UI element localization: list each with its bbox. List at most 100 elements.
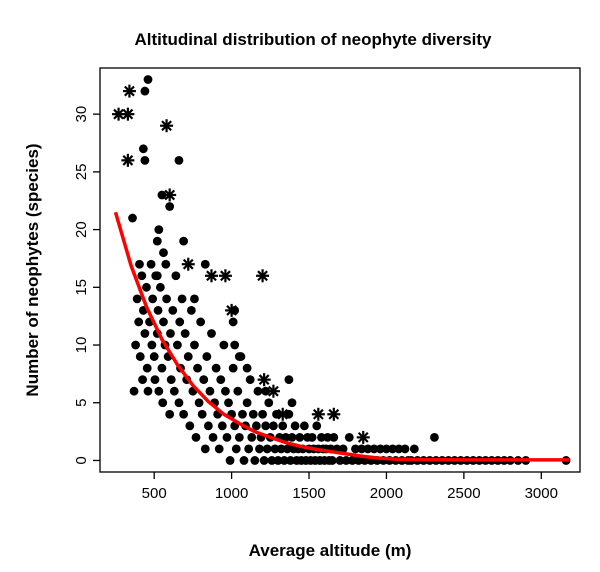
- data-point: [140, 329, 150, 338]
- y-tick-label: 5: [73, 399, 90, 407]
- data-point: [200, 444, 210, 454]
- data-point-asterisk: [163, 188, 177, 202]
- data-point: [173, 340, 182, 350]
- y-axis: 0 5 10 15 20 25 30: [73, 106, 100, 465]
- data-point: [159, 317, 168, 327]
- data-point: [132, 294, 142, 304]
- data-point: [250, 456, 260, 465]
- x-tick-label: 500: [142, 485, 167, 502]
- data-point: [197, 409, 207, 419]
- data-point-asterisk: [356, 430, 370, 444]
- data-point: [161, 259, 171, 269]
- data-point: [152, 236, 162, 246]
- data-point: [276, 444, 286, 454]
- data-point-asterisk: [256, 269, 270, 283]
- data-point: [382, 444, 391, 454]
- data-point: [158, 398, 168, 408]
- data-point: [375, 444, 385, 454]
- data-point-asterisk: [276, 407, 290, 421]
- data-point: [200, 259, 210, 269]
- data-point: [290, 421, 300, 431]
- data-point: [185, 421, 195, 431]
- data-point: [166, 375, 176, 385]
- data-point: [245, 375, 255, 385]
- data-point: [134, 317, 144, 327]
- x-tick-label: 2000: [370, 485, 403, 502]
- data-point: [228, 317, 238, 327]
- data-point: [238, 409, 247, 419]
- data-point: [341, 456, 351, 465]
- data-point: [194, 398, 204, 408]
- data-point: [174, 155, 184, 165]
- data-point: [228, 363, 238, 373]
- x-axis-label: Average altitude (m): [249, 541, 412, 560]
- data-point: [142, 282, 151, 292]
- data-points: [112, 75, 571, 465]
- data-point: [251, 421, 261, 431]
- data-point-asterisk: [257, 373, 271, 387]
- data-point: [261, 386, 271, 396]
- data-point: [135, 259, 144, 269]
- data-point: [174, 398, 184, 408]
- data-point: [179, 409, 189, 419]
- data-point: [286, 456, 295, 465]
- data-point: [244, 444, 254, 454]
- data-point: [168, 306, 178, 315]
- data-point: [344, 432, 354, 442]
- data-point: [186, 306, 196, 315]
- data-point: [354, 456, 363, 465]
- data-point: [225, 456, 235, 465]
- chart-title: Altitudinal distribution of neophyte div…: [134, 30, 492, 49]
- data-point: [335, 456, 345, 465]
- y-tick-label: 25: [73, 164, 90, 181]
- data-point-asterisk: [311, 407, 325, 421]
- data-point: [394, 444, 404, 454]
- data-point: [166, 329, 175, 338]
- data-point: [150, 375, 160, 385]
- data-point: [287, 432, 297, 442]
- data-point: [233, 386, 243, 396]
- data-point: [230, 340, 240, 350]
- data-point: [129, 386, 139, 396]
- y-tick-label: 15: [73, 279, 90, 296]
- data-point: [262, 444, 272, 454]
- data-point: [430, 432, 439, 442]
- data-point-asterisk: [121, 153, 135, 167]
- data-point: [131, 340, 141, 350]
- x-axis: 500 1000 1500 2000 2500 3000: [142, 472, 558, 502]
- data-point: [400, 444, 410, 454]
- data-point: [317, 432, 326, 442]
- data-point: [216, 375, 226, 385]
- plot-area: [99, 67, 581, 473]
- data-point: [183, 352, 193, 361]
- y-tick-label: 10: [73, 337, 90, 354]
- data-point: [357, 444, 367, 454]
- data-point: [154, 225, 164, 235]
- data-point: [269, 421, 278, 431]
- data-point: [179, 236, 189, 246]
- data-point: [231, 444, 241, 454]
- y-tick-label: 0: [73, 456, 90, 464]
- data-point: [258, 409, 267, 419]
- data-point: [177, 294, 187, 304]
- data-point: [165, 202, 175, 211]
- data-point: [155, 282, 165, 292]
- data-point: [295, 432, 305, 442]
- data-point: [312, 421, 322, 431]
- data-point: [278, 421, 288, 431]
- data-point: [157, 363, 167, 373]
- data-point: [138, 375, 147, 385]
- data-point: [248, 409, 258, 419]
- data-point: [180, 329, 190, 338]
- data-point: [214, 444, 224, 454]
- data-point: [147, 340, 157, 350]
- data-point: [190, 294, 199, 304]
- data-point-asterisk: [327, 407, 341, 421]
- data-point: [203, 421, 213, 431]
- data-point: [202, 352, 212, 361]
- data-point: [157, 190, 167, 200]
- y-tick-label: 20: [73, 221, 90, 238]
- data-point: [234, 432, 244, 442]
- data-point: [279, 456, 289, 465]
- data-point: [299, 421, 309, 431]
